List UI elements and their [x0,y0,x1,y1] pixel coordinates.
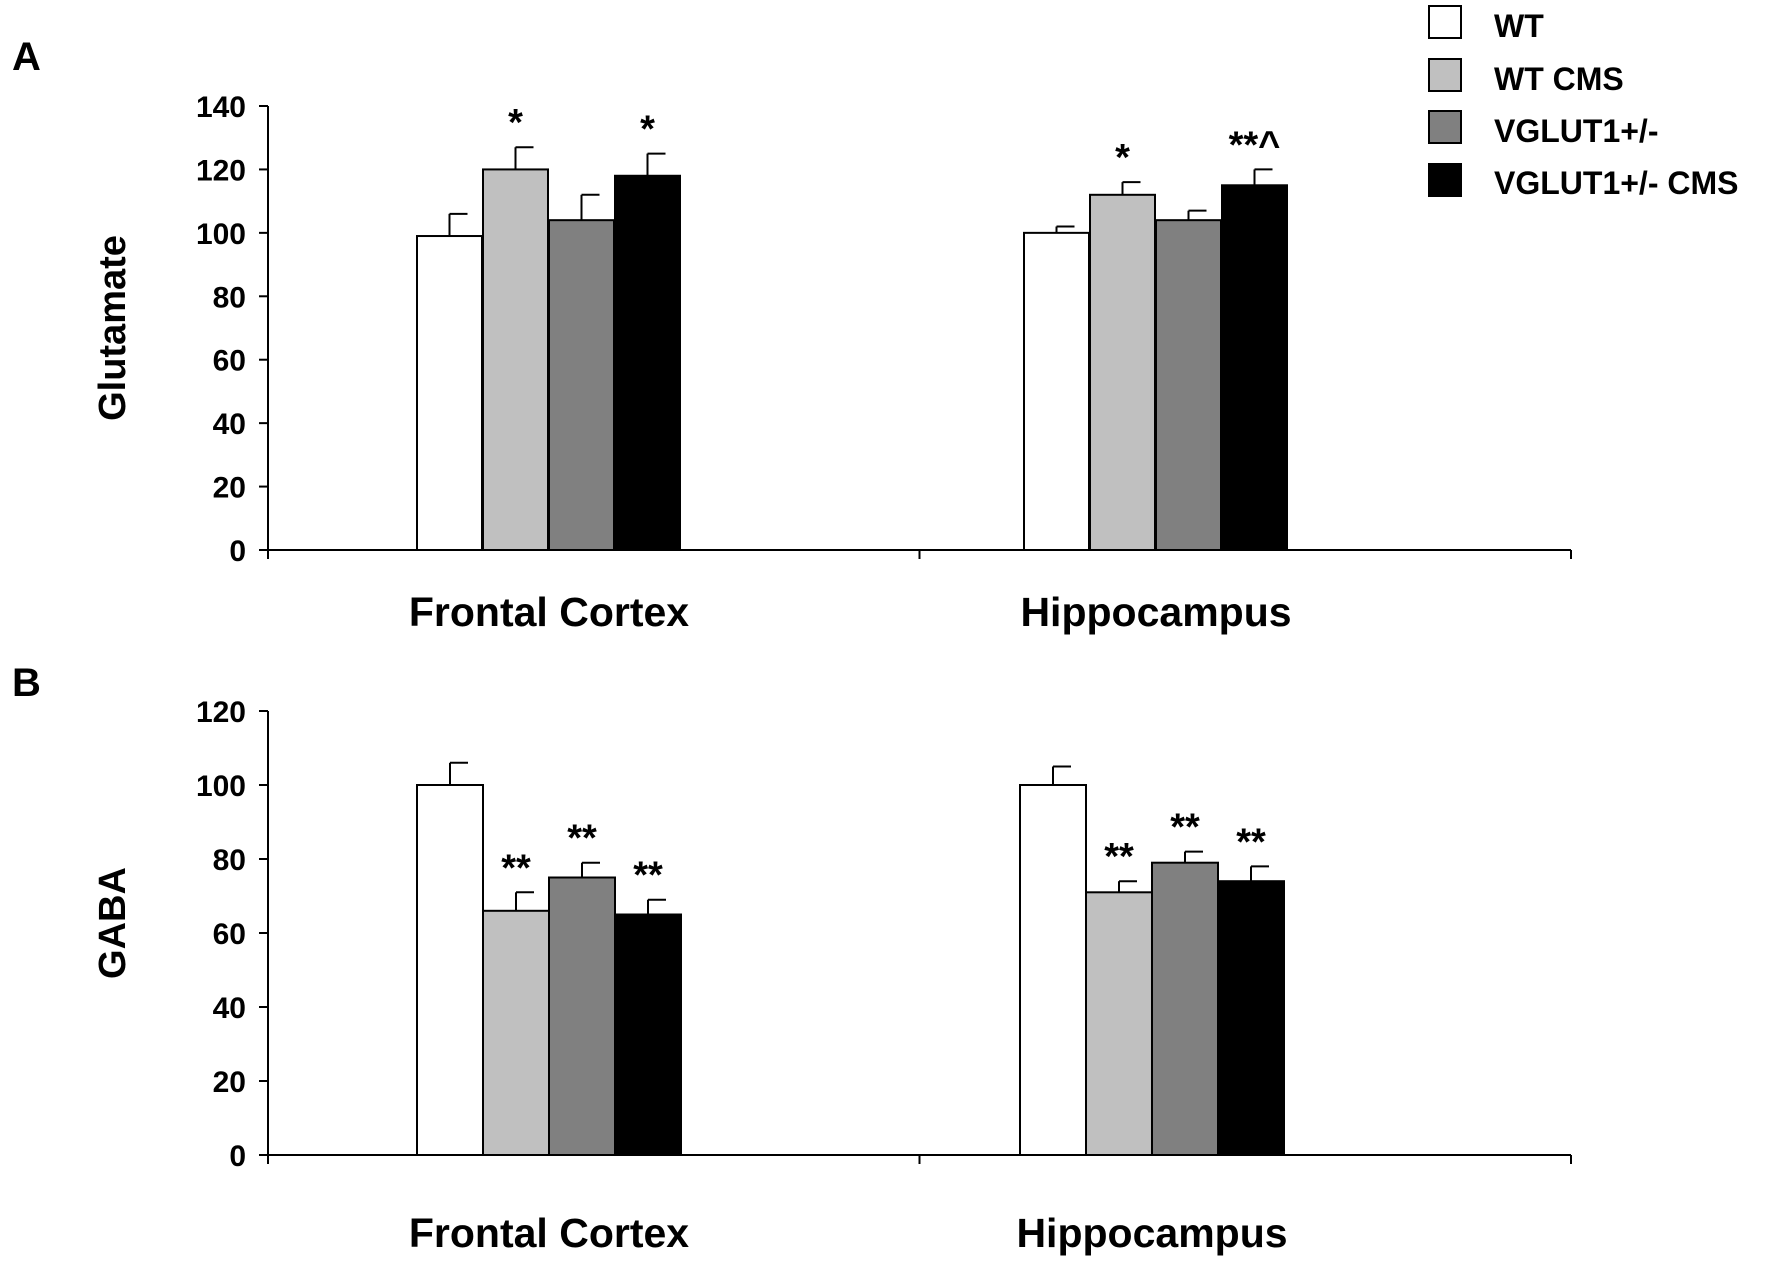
panel-letter: A [12,35,41,79]
bar [482,168,549,552]
y-tick-label: 80 [213,844,246,877]
legend-swatch-0 [1428,5,1462,39]
y-tick-label: 80 [213,281,246,314]
y-axis-title: GABA [92,867,134,979]
bar [1089,193,1156,552]
y-tick-label: 20 [213,1066,246,1099]
bar [1023,231,1090,551]
significance-mark: ** [1170,807,1200,849]
significance-mark: ** [567,818,597,860]
significance-mark: * [508,102,523,144]
bar [548,876,616,1156]
category-label: Frontal Cortex [409,589,689,635]
category-label: Hippocampus [1016,1210,1287,1256]
y-tick-label: 40 [213,408,246,441]
y-tick-label: 60 [213,918,246,951]
y-tick-label: 0 [229,535,246,568]
legend-label-0: WT [1494,8,1544,44]
y-tick-label: 100 [196,218,246,251]
legend-swatch-1 [1428,58,1462,92]
category-label: Frontal Cortex [409,1210,689,1256]
bar [548,219,615,552]
significance-mark: * [640,109,655,151]
bar [1155,219,1222,552]
bar [1217,880,1285,1156]
y-tick-label: 140 [196,91,246,124]
bar [1151,861,1219,1156]
significance-mark: ** [633,855,663,897]
significance-mark: ** [1104,836,1134,878]
bar [614,913,682,1156]
y-tick-label: 120 [196,696,246,729]
bar [1085,891,1153,1156]
category-label: Hippocampus [1020,589,1291,635]
significance-mark: ** [501,847,531,889]
y-tick-label: 60 [213,345,246,378]
bar [482,909,550,1156]
legend: WT WT CMS VGLUT1+/- VGLUT1+/- CMS [1428,5,1738,201]
legend-swatch-2 [1428,110,1462,144]
bar [416,235,483,551]
y-tick-label: 100 [196,770,246,803]
bar [614,174,681,551]
bar [1221,184,1288,552]
panel-b-gaba-chart: B GABA 0 20 40 60 80 100 120 Frontal Cortex Hippoc… [12,661,1572,1256]
y-tick-label: 20 [213,472,246,505]
legend-label-1: WT CMS [1494,61,1624,97]
bar [416,784,484,1156]
y-tick-label: 120 [196,154,246,187]
significance-mark: ** [1236,821,1266,863]
bar [1019,784,1087,1156]
panel-a-glutamate-chart: A Glutamate 0 20 40 60 80 100 120 140 Frontal Cort… [12,35,1572,635]
y-axis-title: Glutamate [92,235,134,421]
y-tick-label: 40 [213,992,246,1025]
significance-mark: **^ [1229,124,1281,166]
panel-letter: B [12,661,41,705]
significance-mark: * [1115,137,1130,179]
legend-label-3: VGLUT1+/- CMS [1494,165,1738,201]
legend-label-2: VGLUT1+/- [1494,113,1658,149]
legend-swatch-3 [1428,163,1462,197]
y-tick-label: 0 [229,1140,246,1173]
